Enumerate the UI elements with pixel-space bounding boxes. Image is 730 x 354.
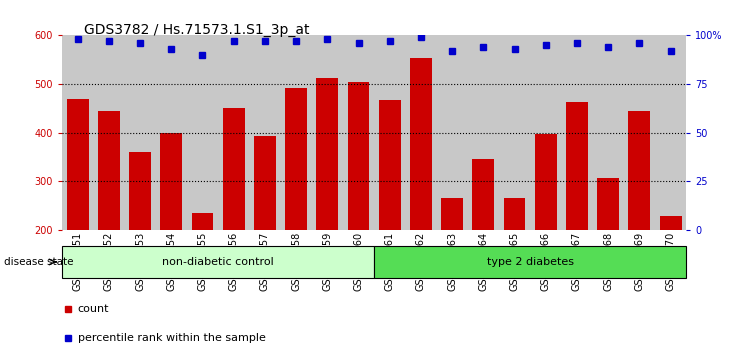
Bar [191,213,213,327]
Bar [374,246,686,278]
Text: GDS3782 / Hs.71573.1.S1_3p_at: GDS3782 / Hs.71573.1.S1_3p_at [84,23,310,37]
Bar [98,111,120,327]
Bar [285,88,307,327]
Bar [62,246,374,278]
Text: percentile rank within the sample: percentile rank within the sample [77,333,266,343]
Bar [66,99,88,327]
Bar [629,111,650,327]
Text: type 2 diabetes: type 2 diabetes [487,257,574,267]
Bar [472,159,494,327]
Bar [379,100,401,327]
Bar [566,102,588,327]
Bar [597,178,619,327]
Bar [347,82,369,327]
Bar [129,152,151,327]
Bar [223,108,245,327]
Bar [535,134,557,327]
Text: disease state: disease state [4,257,73,267]
Bar [410,58,432,327]
Bar [504,199,526,327]
Text: non-diabetic control: non-diabetic control [162,257,274,267]
Bar [441,199,463,327]
Bar [316,78,338,327]
Text: count: count [77,304,110,314]
Bar [660,216,682,327]
Bar [254,136,276,327]
Bar [161,133,182,327]
